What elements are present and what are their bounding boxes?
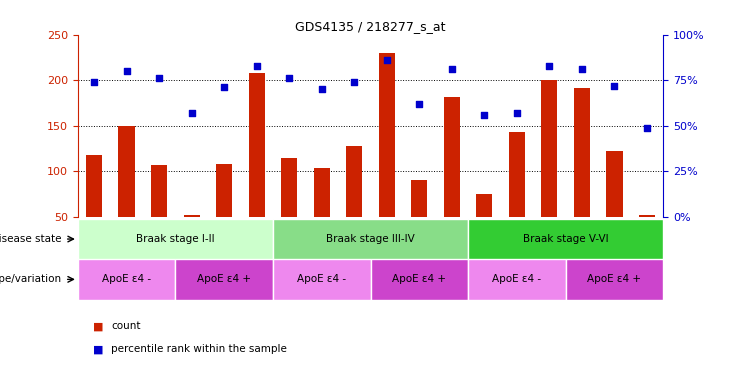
- Text: ApoE ε4 -: ApoE ε4 -: [102, 274, 151, 285]
- Point: [641, 124, 653, 131]
- Point: [413, 101, 425, 107]
- Text: ApoE ε4 -: ApoE ε4 -: [297, 274, 346, 285]
- Bar: [281, 158, 297, 217]
- Bar: [468, 259, 565, 300]
- Point: [250, 63, 262, 69]
- Bar: [313, 168, 330, 217]
- Bar: [176, 259, 273, 300]
- Text: ■: ■: [93, 344, 103, 354]
- Bar: [119, 126, 135, 217]
- Bar: [273, 219, 468, 259]
- Point: [218, 84, 230, 91]
- Bar: [184, 215, 200, 217]
- Bar: [541, 80, 557, 217]
- Text: ApoE ε4 +: ApoE ε4 +: [588, 274, 642, 285]
- Text: ApoE ε4 -: ApoE ε4 -: [492, 274, 542, 285]
- Point: [88, 79, 100, 85]
- Bar: [468, 219, 663, 259]
- Point: [283, 75, 295, 81]
- Bar: [78, 219, 273, 259]
- Point: [186, 110, 198, 116]
- Bar: [248, 73, 265, 217]
- Point: [511, 110, 523, 116]
- Text: ■: ■: [93, 321, 103, 331]
- Point: [479, 112, 491, 118]
- Point: [348, 79, 360, 85]
- Text: ApoE ε4 +: ApoE ε4 +: [197, 274, 251, 285]
- Point: [316, 86, 328, 93]
- Bar: [574, 88, 590, 217]
- Bar: [606, 151, 622, 217]
- Point: [608, 83, 620, 89]
- Text: Braak stage I-II: Braak stage I-II: [136, 234, 215, 244]
- Bar: [411, 180, 428, 217]
- Point: [576, 66, 588, 72]
- Title: GDS4135 / 218277_s_at: GDS4135 / 218277_s_at: [295, 20, 446, 33]
- Point: [121, 68, 133, 74]
- Text: count: count: [111, 321, 141, 331]
- Bar: [86, 155, 102, 217]
- Bar: [346, 146, 362, 217]
- Bar: [216, 164, 232, 217]
- Bar: [639, 215, 655, 217]
- Bar: [78, 259, 176, 300]
- Point: [153, 75, 165, 81]
- Bar: [509, 132, 525, 217]
- Bar: [370, 259, 468, 300]
- Bar: [379, 53, 395, 217]
- Text: Braak stage III-IV: Braak stage III-IV: [326, 234, 415, 244]
- Bar: [476, 194, 493, 217]
- Point: [381, 57, 393, 63]
- Text: percentile rank within the sample: percentile rank within the sample: [111, 344, 287, 354]
- Bar: [565, 259, 663, 300]
- Point: [446, 66, 458, 72]
- Text: Braak stage V-VI: Braak stage V-VI: [523, 234, 608, 244]
- Text: genotype/variation: genotype/variation: [0, 274, 62, 285]
- Bar: [151, 165, 167, 217]
- Bar: [273, 259, 370, 300]
- Text: disease state: disease state: [0, 234, 62, 244]
- Point: [543, 63, 555, 69]
- Bar: [444, 97, 460, 217]
- Text: ApoE ε4 +: ApoE ε4 +: [392, 274, 446, 285]
